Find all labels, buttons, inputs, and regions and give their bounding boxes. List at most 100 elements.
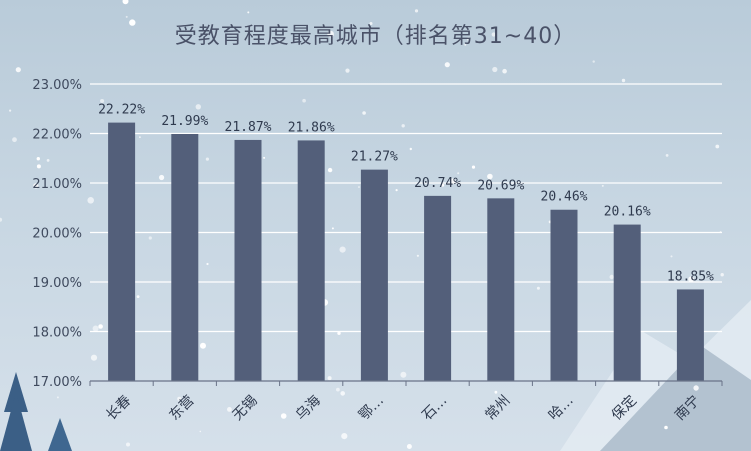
bar	[424, 195, 452, 381]
x-tick-label: 东营	[166, 393, 197, 424]
y-tick-label: 18.00%	[32, 326, 82, 341]
y-tick-label: 20.00%	[32, 227, 82, 242]
snowflake	[327, 30, 334, 38]
snowflake	[33, 183, 39, 189]
y-axis-ticks: 17.00% 18.00% 19.00% 20.00% 21.00% 22.00% 23.0…	[32, 78, 82, 390]
y-tick-label: 19.00%	[32, 276, 82, 291]
data-label: 21.87%	[225, 120, 272, 135]
snowflake	[502, 68, 507, 74]
data-label: 21.99%	[161, 114, 208, 129]
data-label: 21.86%	[288, 120, 335, 135]
snowflake	[92, 325, 99, 332]
data-label: 21.27%	[351, 150, 398, 165]
snowflake	[227, 407, 232, 412]
snowflake	[129, 19, 136, 26]
snowflake	[98, 324, 103, 329]
snowflake	[464, 43, 467, 46]
snowflake	[15, 67, 21, 73]
snowflake	[715, 144, 720, 149]
snowflake	[688, 276, 694, 283]
y-tick-label: 22.00%	[32, 128, 82, 143]
snowflake	[148, 236, 152, 240]
y-tick-label: 23.00%	[32, 78, 82, 93]
snowflake	[457, 172, 460, 175]
snowflake	[665, 154, 669, 157]
snowflake	[125, 15, 128, 18]
snowflake	[621, 78, 626, 83]
snowflake	[0, 217, 3, 222]
snowflake	[400, 371, 407, 378]
snowflake	[90, 354, 98, 361]
snowflake	[206, 262, 209, 266]
data-label: 22.22%	[98, 103, 145, 118]
snowflake	[536, 286, 540, 290]
snowflake	[337, 331, 341, 335]
snowflake	[336, 387, 340, 392]
chart-title: 受教育程度最高城市（排名第31~40）	[174, 24, 577, 49]
snowflake	[345, 68, 350, 73]
snowflake	[414, 9, 419, 13]
snowflake	[340, 391, 346, 396]
x-tick-label: 长春	[103, 393, 134, 424]
tree-icon	[0, 392, 32, 451]
snowflake	[401, 124, 405, 128]
x-tick-label: 无锡	[230, 393, 261, 424]
bar	[550, 209, 578, 381]
snowflake	[339, 246, 346, 253]
snowflake	[331, 227, 334, 230]
snowflake	[122, 0, 129, 5]
snowflake	[466, 37, 471, 41]
snowflake	[280, 413, 287, 419]
bar	[108, 122, 136, 382]
data-label: 20.74%	[414, 176, 461, 191]
bar	[487, 198, 515, 381]
data-labels: 22.22% 21.99% 21.87% 21.86% 21.27% 20.74% 20.6…	[98, 103, 714, 285]
data-label: 18.85%	[667, 269, 714, 284]
snowflake	[441, 183, 445, 187]
bar	[676, 289, 704, 381]
snowflake	[205, 157, 209, 161]
snowflake	[609, 274, 614, 280]
x-axis: 长春 东营 无锡 乌海 鄂… 石… 常州 哈… 保定 南宁	[89, 380, 723, 424]
snowflake	[327, 376, 332, 381]
y-tick-label: 21.00%	[32, 177, 82, 192]
x-tick-label: 常州	[482, 393, 513, 424]
snowflake	[358, 186, 360, 188]
snowflake	[491, 32, 496, 37]
bar	[297, 140, 325, 381]
snowflake	[36, 157, 40, 161]
snowflake	[199, 430, 202, 433]
snowflake	[670, 255, 673, 258]
snowflake	[46, 159, 50, 162]
snowflake	[693, 385, 699, 391]
snowflake	[592, 60, 595, 63]
snowflake	[9, 109, 12, 112]
snowflake	[327, 167, 333, 173]
snowflake	[139, 136, 141, 139]
snowflake	[720, 273, 724, 277]
snowflake	[492, 66, 498, 73]
bar	[360, 169, 388, 381]
x-tick-label: 鄂…	[356, 393, 387, 424]
data-label: 20.69%	[477, 178, 524, 193]
snowflake	[471, 165, 476, 169]
snowflake	[200, 342, 206, 349]
snowflake	[487, 173, 493, 180]
snowflake	[341, 433, 348, 440]
snowflake	[159, 174, 165, 181]
snowflake	[100, 99, 105, 103]
snowflake	[56, 396, 59, 399]
snowflake	[416, 254, 419, 257]
x-tick-label: 南宁	[671, 392, 703, 424]
tree-icon	[48, 418, 72, 451]
mountain-shape	[600, 345, 751, 451]
snowflake	[444, 62, 450, 68]
snowflake	[36, 164, 41, 169]
bar	[171, 133, 199, 381]
snowflake	[87, 197, 94, 204]
snowflake	[263, 156, 266, 159]
x-tick-label: 保定	[609, 393, 640, 424]
snowflake	[664, 425, 668, 430]
